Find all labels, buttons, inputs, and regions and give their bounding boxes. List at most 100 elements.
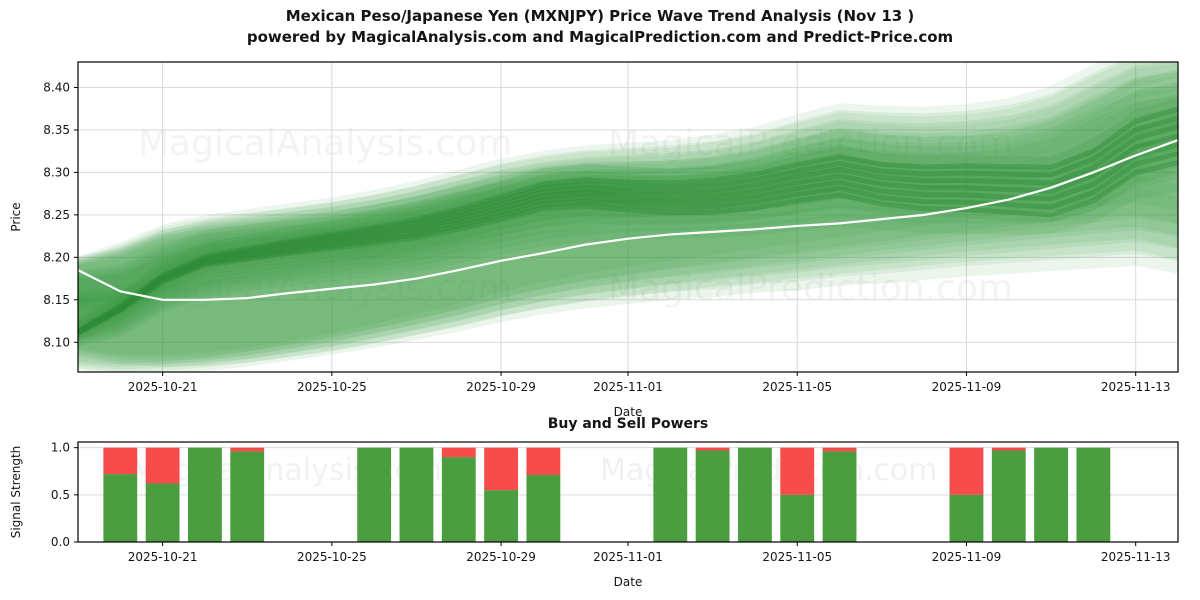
wave-band xyxy=(78,147,1178,342)
wave-trend-line xyxy=(78,106,1178,333)
wave-band xyxy=(78,138,1178,365)
wave-band xyxy=(78,98,1178,333)
x-tick-label: 2025-11-09 xyxy=(932,550,1002,564)
sell-power-bar[interactable] xyxy=(949,447,984,495)
wave-band xyxy=(78,62,1178,305)
y-tick-label: 8.40 xyxy=(43,80,70,94)
buy-power-bar[interactable] xyxy=(399,447,434,542)
buy-power-bar[interactable] xyxy=(145,483,180,542)
wave-band xyxy=(78,94,1178,343)
bar-chart-title: Buy and Sell Powers xyxy=(548,416,709,432)
buy-power-bar[interactable] xyxy=(991,450,1026,542)
watermark-text: MagicalPrediction.com xyxy=(608,268,1013,309)
wave-band xyxy=(78,174,1178,372)
wave-trend-line xyxy=(78,160,1178,336)
wave-band xyxy=(78,81,1178,341)
x-tick-label: 2025-11-05 xyxy=(762,380,832,394)
title-line-1: Mexican Peso/Japanese Yen (MXNJPY) Price… xyxy=(285,7,915,25)
wave-trend-line xyxy=(78,142,1178,335)
wave-band xyxy=(78,72,1178,361)
buy-power-bar[interactable] xyxy=(230,451,265,542)
x-tick-label: 2025-11-05 xyxy=(762,550,832,564)
buy-power-bar[interactable] xyxy=(441,457,476,542)
buy-sell-powers-chart: Buy and Sell PowersMagicalAnalysis.comMa… xyxy=(9,416,1179,589)
x-tick-label: 2025-11-13 xyxy=(1101,550,1171,564)
x-axis-label: Date xyxy=(614,575,643,589)
x-tick-label: 2025-11-01 xyxy=(593,550,663,564)
wave-band xyxy=(78,96,1178,367)
y-tick-label: 0.0 xyxy=(51,535,70,549)
x-tick-label: 2025-10-25 xyxy=(297,550,367,564)
y-tick-label: 8.15 xyxy=(43,293,70,307)
y-axis-label: Price xyxy=(9,202,23,231)
wave-band xyxy=(78,62,1178,356)
buy-power-bar[interactable] xyxy=(1034,447,1068,542)
buy-power-bar[interactable] xyxy=(653,447,688,542)
buy-power-bar[interactable] xyxy=(103,474,138,542)
sell-power-bar[interactable] xyxy=(230,447,265,452)
wave-band xyxy=(78,118,1178,347)
x-tick-label: 2025-10-25 xyxy=(297,380,367,394)
y-tick-label: 1.0 xyxy=(51,441,70,455)
buy-power-bar[interactable] xyxy=(780,494,815,542)
buy-power-bar[interactable] xyxy=(357,447,392,542)
title-line-2: powered by MagicalAnalysis.com and Magic… xyxy=(246,28,954,46)
wave-trend-line xyxy=(78,115,1178,334)
x-tick-label: 2025-10-29 xyxy=(466,380,536,394)
wave-band xyxy=(78,186,1178,372)
y-axis-label: Signal Strength xyxy=(9,446,23,539)
wave-trend-line xyxy=(78,151,1178,336)
axes: 0.0 0.5 1.0 2025-10-21 2025-10-25 2025-10-29 2… xyxy=(9,441,1171,589)
wave-band xyxy=(78,69,1178,339)
x-tick-label: 2025-11-13 xyxy=(1101,380,1171,394)
grid-lines xyxy=(78,62,1178,372)
x-tick-label: 2025-11-09 xyxy=(932,380,1002,394)
sell-power-bar[interactable] xyxy=(991,447,1026,451)
watermark-text: MagicalAnalysis.com xyxy=(138,123,512,164)
sell-power-bar[interactable] xyxy=(780,447,815,495)
wave-band xyxy=(78,88,1178,313)
sell-power-bar[interactable] xyxy=(145,447,180,484)
wave-band xyxy=(78,62,1178,359)
wave-band xyxy=(78,135,1178,340)
buy-power-bar[interactable] xyxy=(738,447,772,542)
wave-trend-line xyxy=(78,124,1178,334)
buy-power-bar[interactable] xyxy=(526,475,561,542)
wave-band xyxy=(78,76,1178,311)
wave-band xyxy=(78,162,1178,370)
sell-power-bar[interactable] xyxy=(441,447,476,458)
sell-power-bar[interactable] xyxy=(526,447,561,476)
x-tick-label: 2025-10-21 xyxy=(128,380,198,394)
wave-band xyxy=(78,106,1178,345)
wave-band xyxy=(78,84,1178,364)
y-tick-label: 8.30 xyxy=(43,165,70,179)
wave-band xyxy=(78,62,1178,307)
buy-power-bar[interactable] xyxy=(484,490,518,542)
buy-power-bar[interactable] xyxy=(695,450,730,542)
y-tick-label: 0.5 xyxy=(51,488,70,502)
price-wave-trend-chart: MagicalAnalysis.com MagicalPrediction.com… xyxy=(9,61,1179,419)
wave-band xyxy=(78,150,1178,367)
buy-power-bar[interactable] xyxy=(949,494,984,542)
page-title: Mexican Peso/Japanese Yen (MXNJPY) Price… xyxy=(0,6,1200,48)
bars-group xyxy=(103,447,1111,542)
x-tick-label: 2025-10-21 xyxy=(128,550,198,564)
wave-band xyxy=(78,110,1178,336)
buy-power-bar[interactable] xyxy=(188,447,222,542)
sell-power-bar[interactable] xyxy=(822,447,857,452)
price-center-line xyxy=(78,139,1178,301)
buy-power-bar[interactable] xyxy=(1076,447,1111,542)
axes: 8.10 8.15 8.20 8.25 8.30 8.35 8.40 2025-10-21 20… xyxy=(9,80,1171,419)
sell-power-bar[interactable] xyxy=(103,447,138,475)
y-tick-label: 8.20 xyxy=(43,250,70,264)
y-tick-label: 8.25 xyxy=(43,208,70,222)
wave-band xyxy=(78,63,1178,309)
buy-power-bar[interactable] xyxy=(822,451,857,542)
x-tick-label: 2025-11-01 xyxy=(593,380,663,394)
sell-power-bar[interactable] xyxy=(484,447,518,491)
sell-power-bar[interactable] xyxy=(695,447,730,451)
wave-band xyxy=(78,123,1178,338)
y-tick-label: 8.10 xyxy=(43,335,70,349)
x-axis-label: Date xyxy=(614,405,643,419)
